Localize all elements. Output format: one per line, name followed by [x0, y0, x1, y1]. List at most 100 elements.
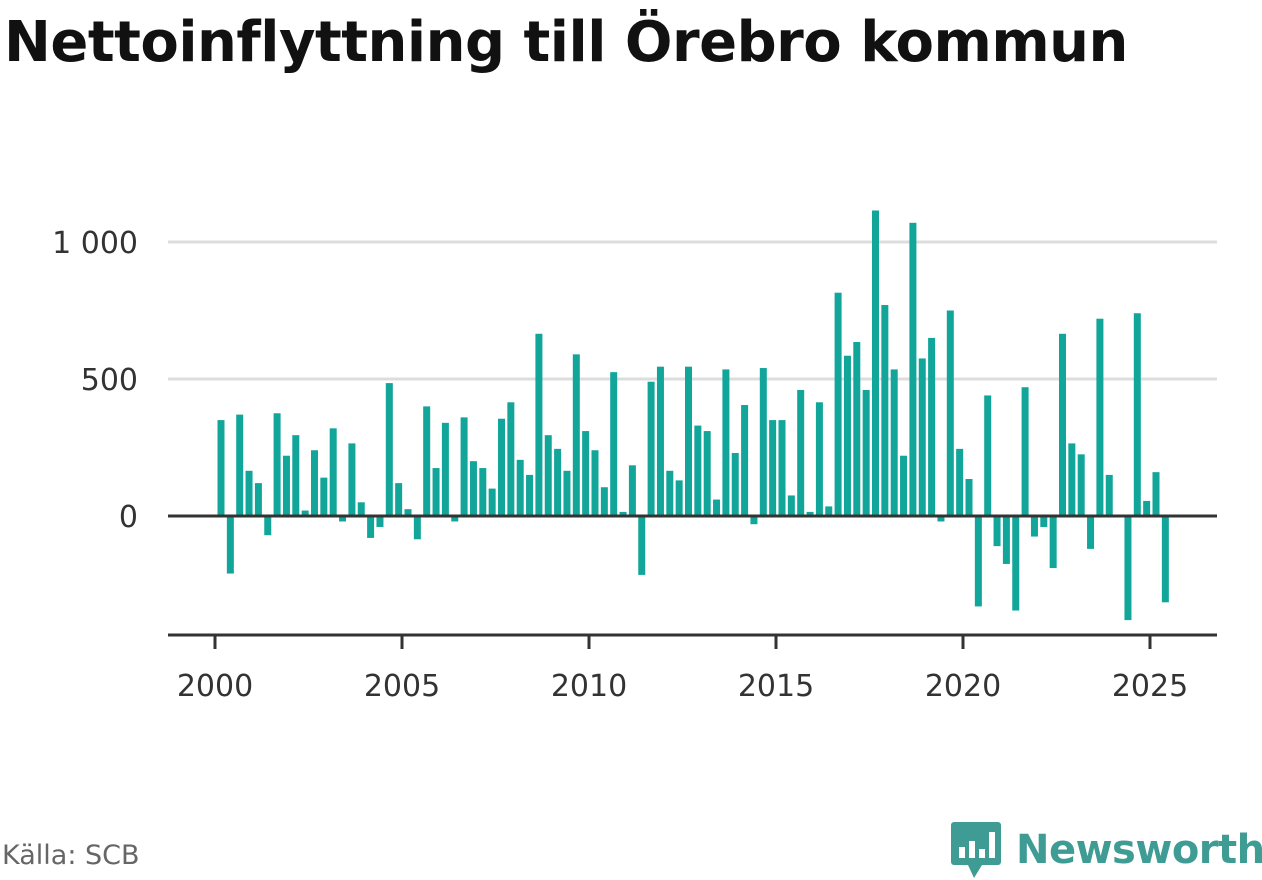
brand: Newsworthy — [950, 820, 1262, 880]
bar — [1078, 454, 1085, 516]
bar — [498, 419, 505, 516]
bar — [395, 483, 402, 516]
x-tick-label: 2010 — [551, 669, 627, 704]
bar — [1143, 501, 1150, 516]
bar — [292, 435, 299, 516]
bar — [779, 420, 786, 516]
x-tick-label: 2015 — [738, 669, 814, 704]
bar — [956, 449, 963, 516]
bar — [863, 390, 870, 516]
bar — [563, 471, 570, 516]
y-tick-label: 500 — [81, 363, 138, 398]
bar — [900, 456, 907, 516]
bars — [218, 210, 1169, 620]
bar — [928, 338, 935, 516]
bar — [1134, 313, 1141, 516]
bar — [1106, 475, 1113, 516]
bar — [358, 502, 365, 516]
bar — [685, 367, 692, 516]
bar — [1040, 516, 1047, 527]
bar — [638, 516, 645, 575]
bar — [489, 489, 496, 516]
x-tick-label: 2020 — [925, 669, 1001, 704]
bar — [1059, 334, 1066, 516]
bar — [872, 210, 879, 516]
bar — [236, 415, 243, 516]
bar — [507, 402, 514, 516]
bar — [891, 369, 898, 516]
bar — [283, 456, 290, 516]
bar — [348, 443, 355, 516]
bar — [610, 372, 617, 516]
bar — [1022, 387, 1029, 516]
bar — [592, 450, 599, 516]
bar — [414, 516, 421, 539]
bar — [367, 516, 374, 538]
bar — [320, 478, 327, 516]
bar — [1153, 472, 1160, 516]
bar — [517, 460, 524, 516]
y-tick-label: 0 — [119, 500, 138, 535]
bar — [461, 417, 468, 516]
bar — [769, 420, 776, 516]
bar — [713, 500, 720, 516]
bar — [966, 479, 973, 516]
bar — [601, 487, 608, 516]
bar — [648, 382, 655, 516]
bar — [554, 449, 561, 516]
bar — [1087, 516, 1094, 549]
bar — [984, 395, 991, 516]
bar — [835, 293, 842, 516]
bar — [470, 461, 477, 516]
bar — [526, 475, 533, 516]
bar — [218, 420, 225, 516]
bar — [376, 516, 383, 527]
bar — [1012, 516, 1019, 611]
bar — [227, 516, 234, 574]
bar — [479, 468, 486, 516]
bar — [573, 354, 580, 516]
bar — [1003, 516, 1010, 564]
bar — [881, 305, 888, 516]
bar — [246, 471, 253, 516]
bar — [1050, 516, 1057, 568]
bar — [1162, 516, 1169, 602]
bar — [797, 390, 804, 516]
bar — [788, 495, 795, 516]
bar — [1031, 516, 1038, 537]
bar — [423, 406, 430, 516]
y-axis-ticks: 0 500 1 000 — [52, 226, 138, 535]
bar — [535, 334, 542, 516]
bar — [311, 450, 318, 516]
x-tick-label: 2025 — [1112, 669, 1188, 704]
bar — [676, 480, 683, 516]
bar — [545, 435, 552, 516]
y-tick-label: 1 000 — [52, 226, 138, 261]
bar — [741, 405, 748, 516]
bar — [909, 223, 916, 516]
bar — [1068, 443, 1075, 516]
bar — [947, 311, 954, 517]
bar — [1096, 319, 1103, 516]
bar — [386, 383, 393, 516]
bar — [919, 358, 926, 516]
bar — [694, 426, 701, 516]
bar — [722, 369, 729, 516]
bar — [666, 471, 673, 516]
bar — [816, 402, 823, 516]
bar — [657, 367, 664, 516]
bar — [264, 516, 271, 535]
x-tick-label: 2005 — [364, 669, 440, 704]
bar — [433, 468, 440, 516]
newsworthy-logo-icon — [950, 820, 1002, 880]
bar — [330, 428, 337, 516]
bar — [582, 431, 589, 516]
bar — [1124, 516, 1131, 620]
bar — [255, 483, 262, 516]
bar — [442, 423, 449, 516]
bar — [274, 413, 281, 516]
bar — [704, 431, 711, 516]
bar — [629, 465, 636, 516]
